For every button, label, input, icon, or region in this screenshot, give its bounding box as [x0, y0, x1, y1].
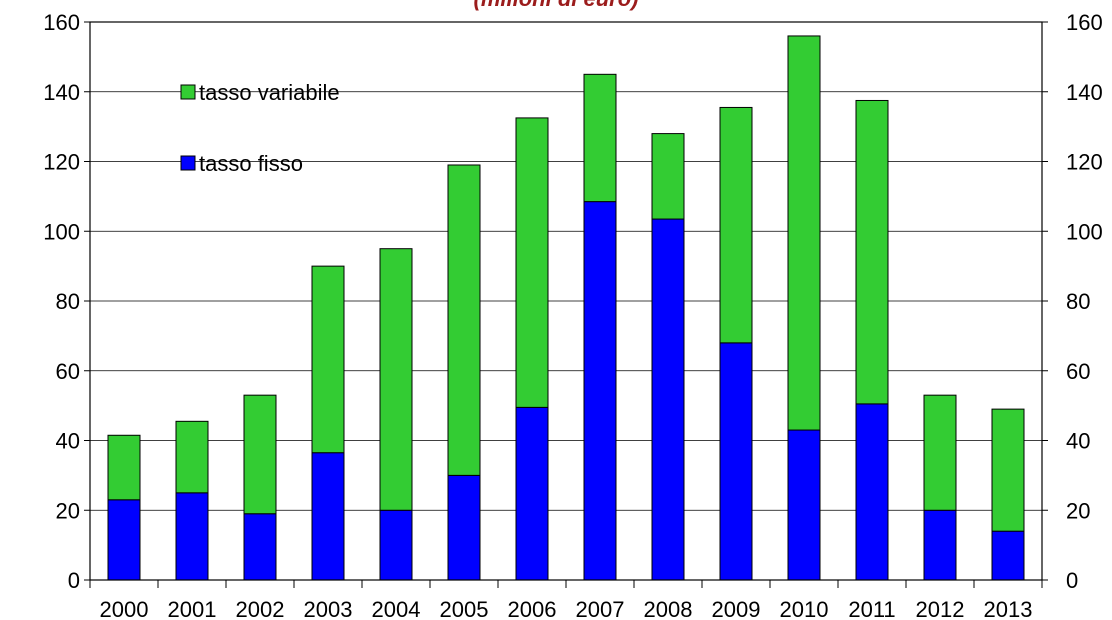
x-tick-label: 2009: [712, 597, 761, 620]
chart-subtitle: (milioni di euro): [474, 0, 639, 11]
y-tick-label-right: 100: [1066, 219, 1103, 244]
y-tick-label-left: 80: [56, 289, 80, 314]
bar-tasso-variabile-2000: [107, 434, 141, 501]
y-tick-label-left: 60: [56, 359, 80, 384]
bar-tasso-variabile-2008: [651, 133, 685, 220]
y-tick-label-right: 20: [1066, 498, 1090, 523]
legend-swatch-tasso-variabile: [180, 84, 196, 100]
y-tick-label-right: 40: [1066, 429, 1090, 454]
bar-tasso-variabile-2001: [175, 420, 209, 494]
x-tick-label: 2004: [372, 597, 421, 620]
bar-tasso-variabile-2002: [243, 394, 277, 515]
y-tick-label-left: 100: [43, 219, 80, 244]
bar-tasso-variabile-2010: [787, 35, 821, 431]
y-tick-label-left: 120: [43, 150, 80, 175]
bar-tasso-fisso-2004: [379, 509, 413, 581]
bar-tasso-variabile-2013: [991, 408, 1025, 532]
legend-label-tasso-variabile: tasso variabile: [199, 80, 340, 105]
y-tick-label-right: 120: [1066, 150, 1103, 175]
bar-tasso-variabile-2011: [855, 99, 889, 405]
y-tick-label-left: 160: [43, 10, 80, 35]
axes: 0 0 20 20 40 40 60 60 80 80 100 100 120 120 140 140 160 1…: [43, 10, 1102, 620]
bar-tasso-fisso-2003: [311, 452, 345, 581]
bar-tasso-fisso-2009: [719, 342, 753, 581]
bar-tasso-variabile-2012: [923, 394, 957, 511]
bar-tasso-variabile-2004: [379, 248, 413, 511]
bar-tasso-variabile-2005: [447, 164, 481, 476]
x-tick-label: 2010: [780, 597, 829, 620]
x-tick-label: 2002: [236, 597, 285, 620]
y-tick-label-right: 140: [1066, 80, 1103, 105]
bar-tasso-fisso-2008: [651, 218, 685, 581]
bar-tasso-variabile-2009: [719, 106, 753, 344]
x-tick-label: 2008: [644, 597, 693, 620]
x-tick-label: 2007: [576, 597, 625, 620]
bar-tasso-fisso-2011: [855, 403, 889, 581]
y-tick-label-left: 140: [43, 80, 80, 105]
bar-tasso-fisso-2010: [787, 429, 821, 581]
bar-tasso-fisso-2013: [991, 530, 1025, 581]
bar-tasso-fisso-2002: [243, 513, 277, 581]
y-tick-label-right: 160: [1066, 10, 1103, 35]
bar-tasso-variabile-2003: [311, 265, 345, 454]
legend-label-tasso-fisso: tasso fisso: [199, 151, 303, 176]
y-tick-label-left: 20: [56, 498, 80, 523]
y-tick-label-left: 0: [68, 568, 80, 593]
x-tick-label: 2012: [916, 597, 965, 620]
x-tick-label: 2003: [304, 597, 353, 620]
x-tick-label: 2005: [440, 597, 489, 620]
y-tick-label-right: 80: [1066, 289, 1090, 314]
bar-tasso-variabile-2006: [515, 117, 549, 408]
bar-tasso-fisso-2012: [923, 509, 957, 581]
x-tick-label: 2011: [848, 597, 895, 620]
x-tick-label: 2013: [984, 597, 1033, 620]
bar-tasso-fisso-2000: [107, 499, 141, 581]
legend-swatch-tasso-fisso: [180, 155, 196, 171]
bar-tasso-fisso-2007: [583, 201, 617, 581]
x-tick-label: 2000: [100, 597, 149, 620]
bars: [107, 35, 1025, 581]
y-tick-label-right: 0: [1066, 568, 1078, 593]
bar-tasso-fisso-2001: [175, 492, 209, 581]
bar-tasso-fisso-2005: [447, 474, 481, 581]
legend: tasso variabile tasso fisso: [180, 80, 340, 176]
y-tick-label-left: 40: [56, 429, 80, 454]
y-tick-label-right: 60: [1066, 359, 1090, 384]
bar-tasso-variabile-2007: [583, 73, 617, 203]
x-tick-label: 2001: [168, 597, 217, 620]
x-tick-label: 2006: [508, 597, 557, 620]
bar-tasso-fisso-2006: [515, 406, 549, 581]
